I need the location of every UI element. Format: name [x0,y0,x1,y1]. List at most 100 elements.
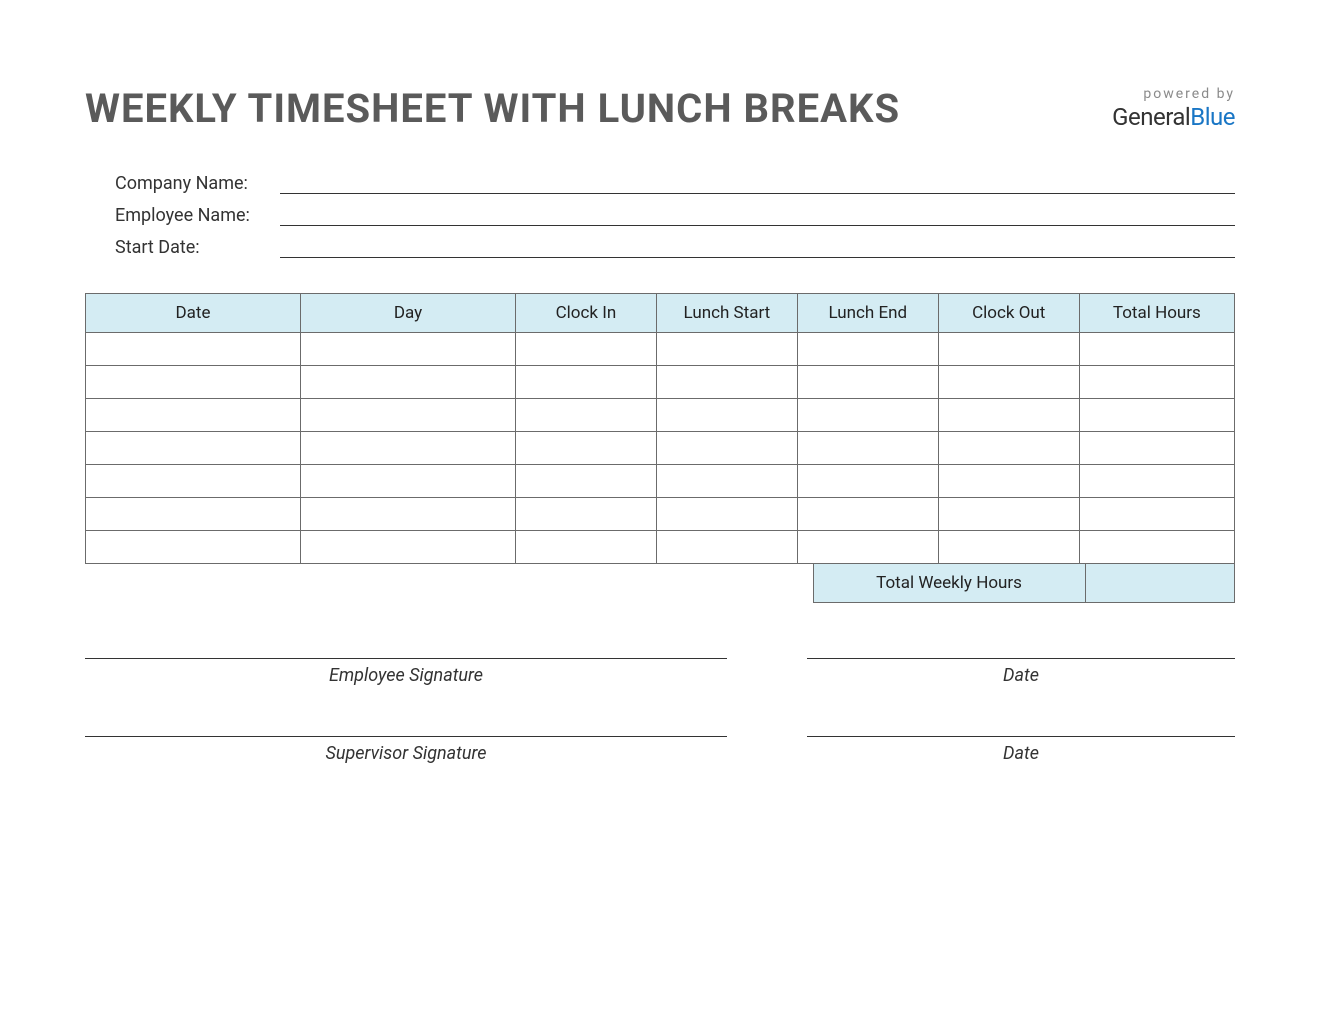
table-row [86,498,1235,531]
employee-date-line[interactable] [807,658,1235,659]
logo-powered-by: powered by [1112,87,1235,102]
table-cell[interactable] [938,366,1079,399]
employee-name-label: Employee Name: [115,205,280,226]
table-cell[interactable] [797,531,938,564]
table-cell[interactable] [1079,366,1234,399]
company-name-input[interactable] [280,172,1235,194]
table-cell[interactable] [300,366,515,399]
table-row [86,531,1235,564]
table-row [86,432,1235,465]
employee-signature-block: Employee Signature [85,658,727,686]
table-cell[interactable] [515,366,656,399]
table-cell[interactable] [656,465,797,498]
company-name-label: Company Name: [115,173,280,194]
table-cell[interactable] [515,498,656,531]
table-cell[interactable] [515,432,656,465]
employee-signature-label: Employee Signature [85,665,727,686]
col-header-date: Date [86,294,301,333]
col-header-lunch-end: Lunch End [797,294,938,333]
table-cell[interactable] [938,333,1079,366]
table-cell[interactable] [938,399,1079,432]
supervisor-date-line[interactable] [807,736,1235,737]
start-date-row: Start Date: [115,236,1235,258]
header: WEEKLY TIMESHEET WITH LUNCH BREAKS power… [85,85,1235,132]
table-cell[interactable] [515,465,656,498]
info-fields: Company Name: Employee Name: Start Date: [85,172,1235,258]
employee-signature-row: Employee Signature Date [85,658,1235,686]
total-weekly-hours-value[interactable] [1086,563,1236,603]
table-cell[interactable] [515,333,656,366]
table-cell[interactable] [797,366,938,399]
start-date-input[interactable] [280,236,1235,258]
table-cell[interactable] [300,498,515,531]
table-cell[interactable] [938,498,1079,531]
table-cell[interactable] [797,465,938,498]
table-cell[interactable] [86,399,301,432]
table-cell[interactable] [86,498,301,531]
table-cell[interactable] [300,399,515,432]
table-cell[interactable] [515,399,656,432]
table-cell[interactable] [1079,465,1234,498]
table-cell[interactable] [656,399,797,432]
table-cell[interactable] [300,333,515,366]
table-cell[interactable] [938,432,1079,465]
table-cell[interactable] [656,531,797,564]
employee-signature-line[interactable] [85,658,727,659]
table-cell[interactable] [797,399,938,432]
table-body [86,333,1235,564]
table-cell[interactable] [1079,498,1234,531]
table-cell[interactable] [656,366,797,399]
timesheet-table: Date Day Clock In Lunch Start Lunch End … [85,293,1235,564]
table-cell[interactable] [86,333,301,366]
employee-date-block: Date [807,658,1235,686]
table-row [86,465,1235,498]
col-header-lunch-start: Lunch Start [656,294,797,333]
table-cell[interactable] [1079,333,1234,366]
supervisor-date-block: Date [807,736,1235,764]
table-cell[interactable] [86,465,301,498]
col-header-clock-in: Clock In [515,294,656,333]
start-date-label: Start Date: [115,237,280,258]
supervisor-signature-label: Supervisor Signature [85,743,727,764]
supervisor-signature-line[interactable] [85,736,727,737]
table-cell[interactable] [656,498,797,531]
logo-blue-text: Blue [1190,103,1235,131]
table-cell[interactable] [1079,432,1234,465]
table-cell[interactable] [300,432,515,465]
table-cell[interactable] [1079,531,1234,564]
signatures-section: Employee Signature Date Supervisor Signa… [85,658,1235,764]
table-cell[interactable] [656,333,797,366]
table-cell[interactable] [86,366,301,399]
employee-name-input[interactable] [280,204,1235,226]
table-cell[interactable] [86,432,301,465]
logo: powered by GeneralBlue [1112,87,1235,131]
table-header-row: Date Day Clock In Lunch Start Lunch End … [86,294,1235,333]
page-title: WEEKLY TIMESHEET WITH LUNCH BREAKS [85,85,900,132]
table-cell[interactable] [515,531,656,564]
company-name-row: Company Name: [115,172,1235,194]
col-header-clock-out: Clock Out [938,294,1079,333]
table-cell[interactable] [938,531,1079,564]
employee-date-label: Date [807,665,1235,686]
table-cell[interactable] [797,432,938,465]
table-cell[interactable] [86,531,301,564]
col-header-day: Day [300,294,515,333]
table-cell[interactable] [797,333,938,366]
table-row [86,399,1235,432]
col-header-total-hours: Total Hours [1079,294,1234,333]
summary-row: Total Weekly Hours [85,563,1235,603]
table-cell[interactable] [938,465,1079,498]
employee-name-row: Employee Name: [115,204,1235,226]
table-cell[interactable] [300,465,515,498]
supervisor-signature-block: Supervisor Signature [85,736,727,764]
table-cell[interactable] [1079,399,1234,432]
logo-name: GeneralBlue [1112,103,1235,131]
table-cell[interactable] [797,498,938,531]
table-cell[interactable] [300,531,515,564]
table-row [86,333,1235,366]
table-cell[interactable] [656,432,797,465]
table-row [86,366,1235,399]
logo-general-text: General [1112,103,1190,131]
supervisor-signature-row: Supervisor Signature Date [85,736,1235,764]
supervisor-date-label: Date [807,743,1235,764]
